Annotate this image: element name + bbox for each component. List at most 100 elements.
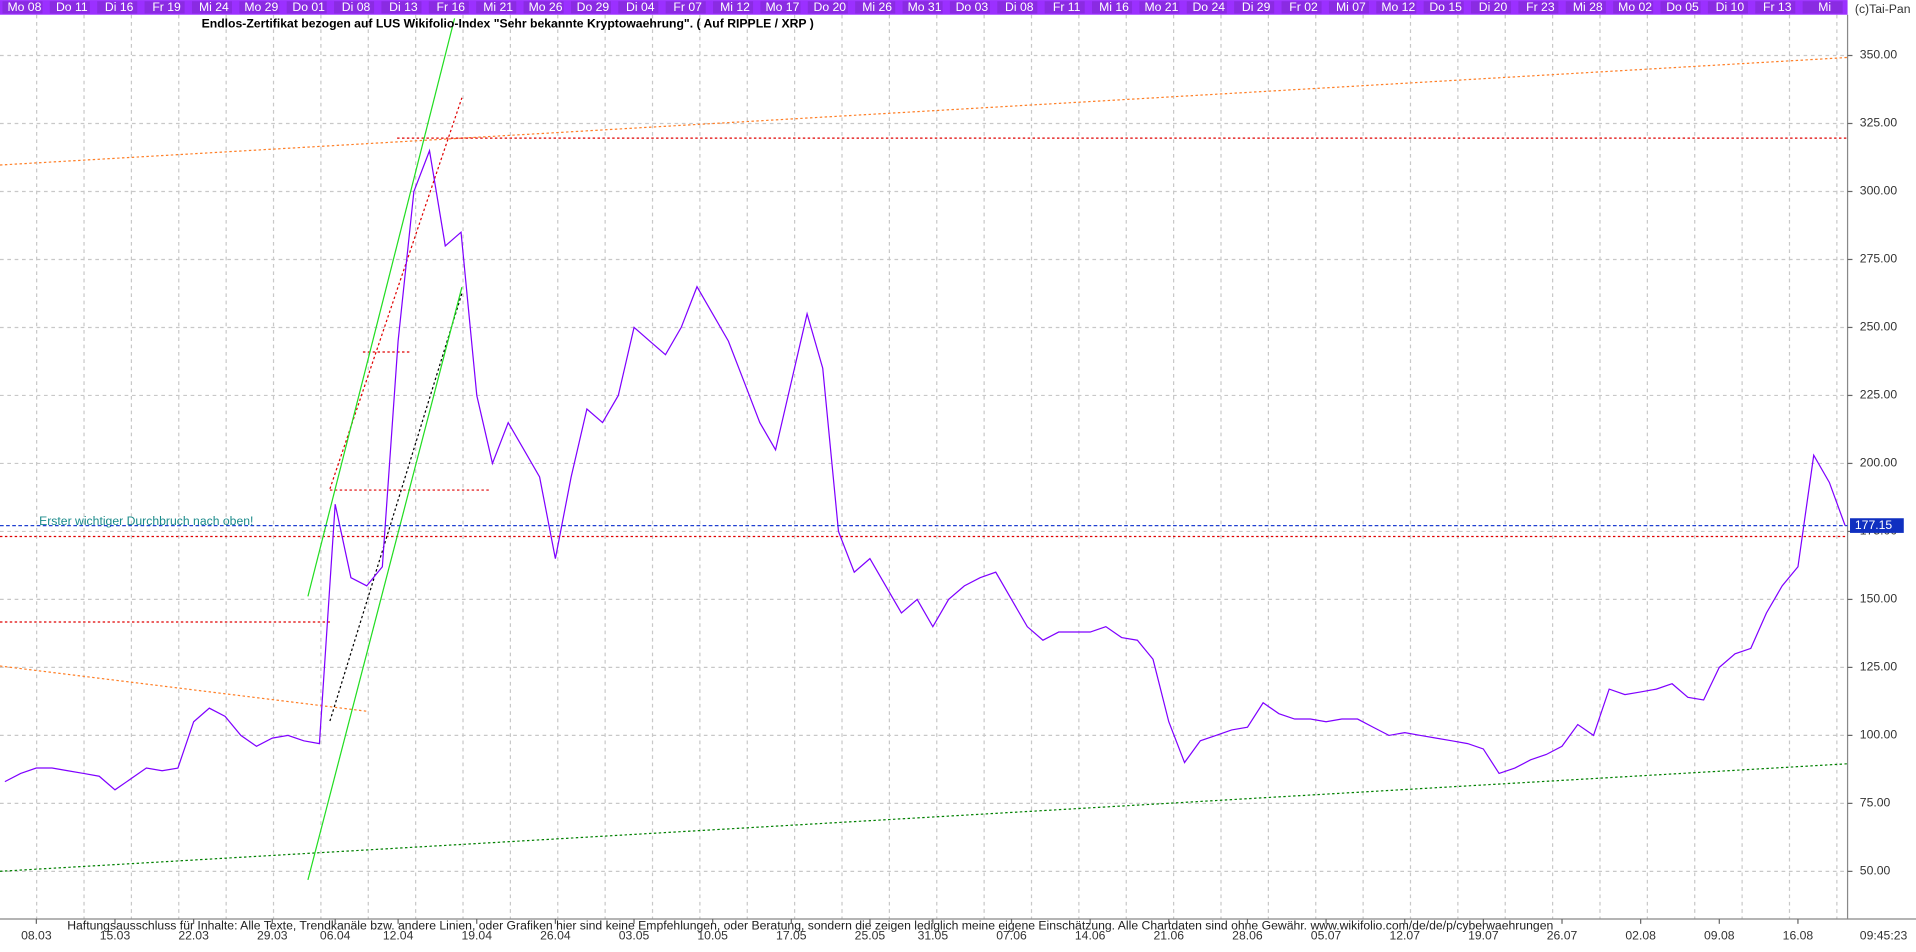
- top-label: Do 11: [56, 0, 88, 14]
- top-label-box: [855, 1, 896, 14]
- top-label: Mi: [1818, 0, 1831, 14]
- top-label-box: [239, 1, 280, 14]
- y-tick-label: 250.00: [1860, 320, 1898, 334]
- top-label-box: [97, 1, 138, 14]
- top-label-box: [1423, 1, 1464, 14]
- footer: Haftungsausschluss für Inhalte: Alle Tex…: [67, 919, 1553, 933]
- top-label-box: [1613, 1, 1654, 14]
- y-tick-label: 350.00: [1860, 48, 1898, 62]
- y-tick-label: 50.00: [1860, 864, 1891, 878]
- x-tick-label: 26.07: [1547, 928, 1578, 942]
- annotation: Erster wichtiger Durchbruch nach oben!: [39, 514, 253, 528]
- top-label-box: [665, 1, 706, 14]
- y-tick-label: 100.00: [1860, 728, 1898, 742]
- top-label-box: [1471, 1, 1512, 14]
- trendline: [0, 763, 1848, 872]
- y-tick-label: 325.00: [1860, 116, 1898, 130]
- top-label: Fr 23: [1526, 0, 1555, 14]
- last-value-box: [1850, 518, 1904, 533]
- top-label-box: [1044, 1, 1085, 14]
- top-label: Do 20: [814, 0, 847, 14]
- top-label-box: [381, 1, 422, 14]
- y-tick-label: 275.00: [1860, 252, 1898, 266]
- top-label-box: [191, 1, 232, 14]
- top-label-box: [334, 1, 375, 14]
- y-tick-label: 200.00: [1860, 456, 1898, 470]
- top-label-box: [807, 1, 848, 14]
- top-label: Di 16: [105, 0, 134, 14]
- top-label-box: [618, 1, 659, 14]
- top-label-box: [1518, 1, 1559, 14]
- top-label: Fr 11: [1053, 0, 1081, 14]
- top-label: Fr 13: [1763, 0, 1792, 14]
- top-label: Mo 26: [529, 0, 563, 14]
- top-label: Mi 12: [720, 0, 750, 14]
- x-tick-label: 19.04: [461, 928, 492, 942]
- top-label-box: [2, 1, 43, 14]
- x-tick-label: 05.07: [1311, 928, 1342, 942]
- top-label-box: [1186, 1, 1227, 14]
- top-label: Do 05: [1666, 0, 1699, 14]
- y-tick-label: 300.00: [1860, 184, 1898, 198]
- top-label: Mo 02: [1618, 0, 1652, 14]
- top-label: Mo 21: [1144, 0, 1178, 14]
- top-label-box: [523, 1, 564, 14]
- top-label: Di 20: [1479, 0, 1508, 14]
- top-label: Do 24: [1192, 0, 1225, 14]
- top-label-box: [949, 1, 990, 14]
- top-label: Do 03: [956, 0, 989, 14]
- top-label: Mi 26: [862, 0, 892, 14]
- top-label-box: [902, 1, 943, 14]
- x-tick-label: 12.07: [1389, 928, 1420, 942]
- x-tick-label: 09.08: [1704, 928, 1735, 942]
- top-label: Mo 17: [765, 0, 799, 14]
- price-line: [4, 148, 1846, 791]
- top-label: Di 08: [342, 0, 371, 14]
- x-tick-label: 03.05: [619, 928, 650, 942]
- copyright: (c)Tai-Pan: [1855, 2, 1911, 16]
- x-tick-label: 06.04: [320, 928, 351, 942]
- top-label-box: [1234, 1, 1275, 14]
- time: 09:45:23: [1860, 928, 1908, 942]
- top-label-box: [428, 1, 469, 14]
- top-label: Di 10: [1716, 0, 1745, 14]
- x-tick-label: 02.08: [1625, 928, 1656, 942]
- y-tick-label: 75.00: [1860, 796, 1891, 810]
- top-label: Fr 19: [152, 0, 181, 14]
- top-label-box: [1139, 1, 1180, 14]
- top-label-box: [760, 1, 801, 14]
- x-tick-label: 28.06: [1232, 928, 1263, 942]
- x-tick-label: 19.07: [1468, 928, 1499, 942]
- top-label-box: [1328, 1, 1369, 14]
- top-label: Mo 31: [908, 0, 942, 14]
- top-label: Mi 07: [1336, 0, 1366, 14]
- top-label: Mi 16: [1099, 0, 1129, 14]
- x-tick-label: 16.08: [1783, 928, 1814, 942]
- top-label: Di 13: [389, 0, 418, 14]
- top-label: Mo 12: [1381, 0, 1415, 14]
- top-label: Fr 16: [437, 0, 466, 14]
- top-label: Mi 28: [1573, 0, 1603, 14]
- x-tick-label: 21.06: [1154, 928, 1185, 942]
- top-label-box: [286, 1, 327, 14]
- x-tick-label: 17.05: [776, 928, 807, 942]
- x-tick-label: 25.05: [855, 928, 886, 942]
- trendline: [307, 287, 463, 881]
- top-label-box: [997, 1, 1038, 14]
- top-label: Fr 02: [1289, 0, 1318, 14]
- top-label-box: [1660, 1, 1701, 14]
- top-label: Fr 07: [673, 0, 702, 14]
- top-label-box: [144, 1, 185, 14]
- x-tick-label: 07.06: [996, 928, 1027, 942]
- top-label-box: [49, 1, 90, 14]
- x-tick-label: 14.06: [1075, 928, 1106, 942]
- trendlines: [0, 18, 1848, 881]
- x-tick-label: 08.03: [21, 928, 52, 942]
- y-tick-label: 225.00: [1860, 388, 1898, 402]
- trendline: [307, 18, 456, 597]
- top-label: Mi 24: [199, 0, 229, 14]
- top-label-box: [1755, 1, 1796, 14]
- grid: [0, 14, 1848, 919]
